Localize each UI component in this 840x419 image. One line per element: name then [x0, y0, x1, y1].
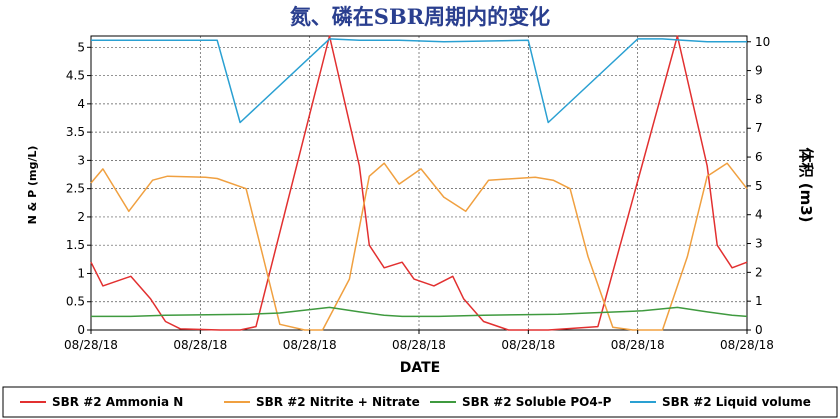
y-right-tick-label: 9	[755, 64, 763, 78]
y-right-tick-label: 6	[755, 150, 763, 164]
series-layer	[90, 35, 748, 331]
y-left-tick-label: 1.5	[66, 238, 85, 252]
x-axis-label: DATE	[400, 360, 440, 376]
legend-label: SBR #2 Ammonia N	[52, 395, 183, 409]
y-left-tick-label: 2	[77, 210, 85, 224]
legend-box	[2, 386, 838, 418]
x-tick-label: 08/28/18	[64, 338, 118, 352]
y-axis-left-label: N & P (mg/L)	[26, 146, 39, 225]
x-tick-labels: 08/28/18 08/28/18 08/28/18 08/28/18 08/28/18…	[64, 330, 774, 352]
y-right-tick-label: 1	[755, 294, 763, 308]
y-right-tick-label: 2	[755, 265, 763, 279]
x-tick-label: 08/28/18	[501, 338, 555, 352]
legend-label: SBR #2 Liquid volume	[662, 395, 811, 409]
y-right-tick-label: 8	[755, 92, 763, 106]
y-left-tick-label: 0.5	[66, 295, 85, 309]
y-left-tick-label: 4.5	[66, 69, 85, 83]
y-right-tick-label: 5	[755, 179, 763, 193]
y-left-tick-label: 3.5	[66, 125, 85, 139]
y-left-tick-label: 5	[77, 40, 85, 54]
y-left-tick-label: 2.5	[66, 182, 85, 196]
series-line-2	[90, 162, 748, 331]
y-left-tick-labels: 0 0.5 1 1.5 2 2.5 3 3.5 4 4.5 5	[66, 40, 91, 337]
y-left-tick-label: 1	[77, 266, 85, 280]
x-tick-label: 08/28/18	[720, 338, 774, 352]
x-tick-label: 08/28/18	[173, 338, 227, 352]
y-axis-right-label: 体积 (m3)	[797, 147, 815, 222]
y-right-tick-label: 10	[755, 35, 770, 49]
y-left-tick-label: 0	[77, 323, 85, 337]
y-right-tick-label: 3	[755, 237, 763, 251]
series-line-1	[90, 35, 748, 331]
y-right-tick-labels: 0 1 2 3 4 5 6 7 8 9 10	[747, 35, 770, 337]
chart-title: 氮、磷在SBR周期内的变化	[290, 4, 550, 29]
y-right-tick-label: 4	[755, 208, 763, 222]
series-line-4	[91, 38, 747, 124]
legend-label: SBR #2 Soluble PO4-P	[462, 395, 612, 409]
y-left-tick-label: 4	[77, 97, 85, 111]
gridlines	[91, 36, 747, 331]
x-tick-label: 08/28/18	[611, 338, 665, 352]
x-tick-label: 08/28/18	[283, 338, 337, 352]
y-right-tick-label: 7	[755, 121, 763, 135]
y-left-tick-label: 3	[77, 153, 85, 167]
x-tick-label: 08/28/18	[392, 338, 446, 352]
y-right-tick-label: 0	[755, 323, 763, 337]
legend-label: SBR #2 Nitrite + Nitrate	[256, 395, 420, 409]
legend: SBR #2 Ammonia N SBR #2 Nitrite + Nitrate…	[20, 395, 811, 409]
series-line-3	[91, 306, 748, 318]
